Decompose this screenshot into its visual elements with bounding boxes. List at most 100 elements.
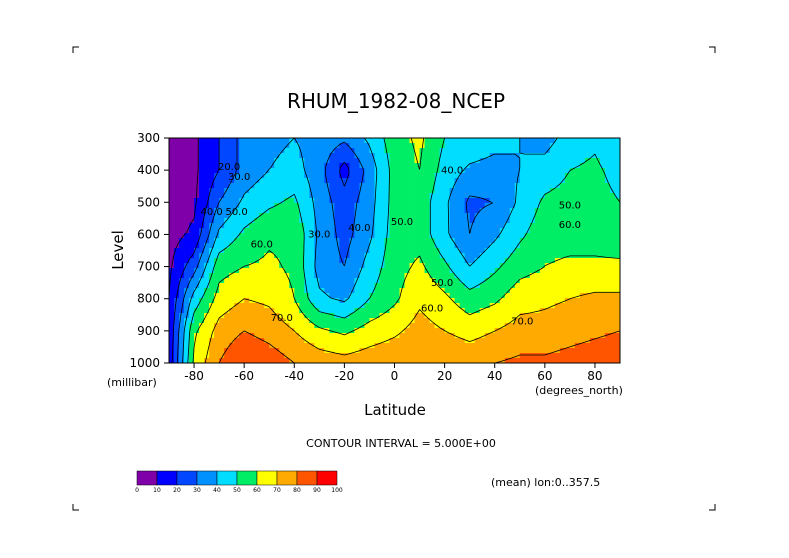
field-cell [614, 193, 621, 199]
field-cell [474, 208, 481, 214]
field-cell [329, 238, 335, 244]
field-cell [199, 328, 205, 334]
field-cell [189, 203, 195, 209]
field-cell [279, 293, 285, 299]
field-cell [589, 333, 596, 339]
field-cell [554, 268, 561, 274]
field-cell [589, 283, 596, 289]
field-cell [549, 153, 556, 159]
field-cell [174, 158, 180, 164]
field-cell [594, 288, 601, 294]
field-cell [319, 183, 325, 189]
field-cell [284, 343, 290, 349]
field-cell [354, 233, 360, 239]
field-cell [609, 268, 616, 274]
field-cell [474, 233, 481, 239]
field-cell [334, 228, 340, 234]
field-cell [234, 178, 240, 184]
colorbar-swatch [216, 470, 238, 486]
field-cell [514, 203, 521, 209]
field-cell [599, 173, 606, 179]
field-cell [294, 318, 300, 324]
field-cell [234, 248, 240, 254]
field-cell [304, 203, 310, 209]
field-cell [269, 178, 275, 184]
field-cell [279, 238, 285, 244]
field-cell [519, 168, 526, 174]
field-cell [194, 308, 200, 314]
field-cell [329, 158, 335, 164]
field-cell [454, 238, 461, 244]
field-cell [234, 298, 240, 304]
field-cell [564, 333, 571, 339]
field-cell [194, 253, 200, 259]
field-cell [409, 278, 415, 284]
field-cell [184, 248, 190, 254]
field-cell [464, 308, 471, 314]
field-cell [434, 243, 440, 249]
field-cell [459, 168, 466, 174]
field-cell [489, 173, 496, 179]
field-cell [564, 338, 571, 344]
field-cell [519, 213, 526, 219]
field-cell [324, 263, 330, 269]
field-cell [244, 143, 250, 149]
field-cell [594, 148, 601, 154]
field-cell [194, 148, 200, 154]
field-cell [319, 298, 325, 304]
field-cell [614, 333, 621, 339]
field-cell [444, 193, 451, 199]
field-cell [544, 343, 551, 349]
field-cell [294, 188, 300, 194]
field-cell [264, 353, 270, 359]
field-cell [504, 348, 511, 354]
field-cell [469, 298, 476, 304]
field-cell [469, 333, 476, 339]
field-cell [514, 248, 521, 254]
field-cell [374, 188, 380, 194]
field-cell [574, 278, 581, 284]
field-cell [404, 238, 410, 244]
field-cell [179, 168, 185, 174]
field-cell [529, 248, 536, 254]
field-cell [264, 348, 270, 354]
field-cell [229, 148, 235, 154]
field-cell [229, 353, 235, 359]
field-cell [174, 243, 180, 249]
field-cell [279, 313, 285, 319]
field-cell [599, 168, 606, 174]
field-cell [464, 243, 471, 249]
field-cell [494, 353, 501, 359]
field-cell [169, 233, 175, 239]
field-cell [479, 198, 486, 204]
field-cell [509, 268, 516, 274]
field-cell [214, 313, 220, 319]
field-cell [344, 298, 350, 304]
field-cell [424, 228, 430, 234]
field-cell [214, 183, 220, 189]
field-cell [364, 323, 370, 329]
field-cell [204, 173, 210, 179]
field-cell [254, 178, 260, 184]
field-cell [459, 243, 466, 249]
field-cell [399, 333, 405, 339]
field-cell [564, 243, 571, 249]
field-cell [339, 328, 345, 334]
field-cell [554, 303, 561, 309]
field-cell [319, 198, 325, 204]
field-cell [609, 248, 616, 254]
field-cell [244, 278, 250, 284]
field-cell [404, 313, 410, 319]
field-cell [489, 138, 496, 144]
field-cell [589, 168, 596, 174]
field-cell [174, 173, 180, 179]
field-cell [529, 223, 536, 229]
field-cell [559, 353, 566, 359]
field-cell [364, 303, 370, 309]
field-cell [294, 278, 300, 284]
field-cell [519, 313, 526, 319]
field-cell [424, 218, 430, 224]
field-cell [609, 288, 616, 294]
colorbar-label: 10 [153, 487, 161, 494]
field-cell [464, 263, 471, 269]
